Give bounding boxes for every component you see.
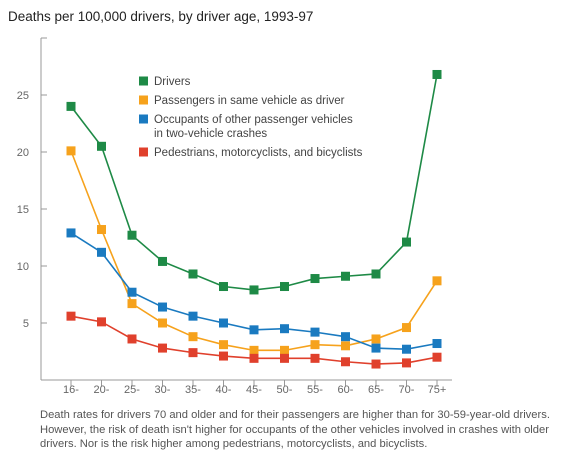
- data-point: [280, 282, 289, 292]
- x-tick-label: 75+: [428, 384, 447, 396]
- data-point: [432, 69, 442, 79]
- legend-item-2: Passengers in same vehicle as driver: [139, 95, 345, 107]
- data-point: [66, 146, 76, 156]
- series-4: [66, 311, 442, 369]
- series-3: [66, 228, 442, 354]
- data-point: [188, 348, 198, 358]
- data-point: [158, 256, 167, 266]
- legend-swatch: [139, 95, 148, 105]
- data-point: [158, 343, 167, 353]
- data-point: [341, 341, 350, 351]
- series-layer: [66, 69, 442, 369]
- data-point: [371, 269, 381, 279]
- data-point: [341, 332, 350, 342]
- data-point: [97, 247, 106, 257]
- data-point: [127, 299, 137, 309]
- data-point: [97, 141, 106, 151]
- legend-swatch: [139, 114, 148, 124]
- data-point: [402, 237, 411, 247]
- series-line: [70, 150, 438, 352]
- data-point: [188, 311, 198, 321]
- data-point: [432, 276, 442, 286]
- x-tick-label: 65-: [368, 384, 384, 396]
- legend-item-3: Occupants of other passenger vehicles in …: [139, 114, 353, 140]
- data-point: [402, 358, 411, 368]
- data-point: [97, 225, 106, 235]
- data-point: [127, 230, 137, 240]
- data-point: [371, 334, 381, 344]
- data-point: [371, 359, 381, 369]
- data-point: [66, 101, 76, 111]
- legend-item-4: Pedestrians, motorcyclists, and bicyclis…: [139, 147, 363, 159]
- legend-swatch: [139, 76, 148, 86]
- legend-label: Drivers: [154, 76, 191, 88]
- data-point: [402, 344, 411, 354]
- legend-label: Passengers in same vehicle as driver: [154, 95, 345, 107]
- data-point: [249, 325, 259, 335]
- legend-label: Pedestrians, motorcyclists, and bicyclis…: [154, 147, 363, 159]
- data-point: [219, 318, 228, 328]
- x-tick-label: 55-: [307, 384, 323, 396]
- data-point: [158, 302, 167, 312]
- data-point: [66, 228, 76, 238]
- data-point: [127, 287, 137, 297]
- legend-label: Occupants of other passenger vehicles: [154, 114, 353, 126]
- data-point: [341, 357, 350, 367]
- data-point: [402, 323, 411, 333]
- x-tick-label: 25-: [124, 384, 140, 396]
- x-tick-label: 20-: [94, 384, 110, 396]
- data-point: [127, 334, 137, 344]
- data-point: [432, 352, 442, 362]
- y-tick-label: 15: [17, 204, 29, 216]
- data-point: [432, 339, 442, 349]
- y-tick-label: 20: [17, 147, 29, 159]
- data-point: [158, 318, 167, 328]
- data-point: [249, 285, 259, 295]
- y-tick-label: 25: [17, 90, 29, 102]
- data-point: [341, 271, 350, 281]
- line-chart: 5 10 15 20 25 16- 20- 25- 30- 35- 40- 45- 50- 55- 60- 6…: [17, 37, 452, 396]
- x-tick-label: 70-: [399, 384, 415, 396]
- series-1: [66, 69, 442, 295]
- data-point: [310, 353, 320, 363]
- data-point: [249, 345, 259, 355]
- data-point: [219, 351, 228, 361]
- data-point: [280, 324, 289, 334]
- data-point: [188, 332, 198, 342]
- series-2: [66, 146, 442, 355]
- x-tick-label: 60-: [338, 384, 354, 396]
- chart-caption: Death rates for drivers 70 and older and…: [40, 409, 550, 451]
- data-point: [219, 282, 228, 292]
- x-tick-label: 35-: [185, 384, 201, 396]
- data-point: [310, 274, 320, 284]
- data-point: [310, 327, 320, 337]
- data-point: [66, 311, 76, 321]
- data-point: [310, 340, 320, 350]
- y-tick-label: 5: [23, 318, 29, 330]
- x-tick-label: 45-: [246, 384, 262, 396]
- axes: 5 10 15 20 25 16- 20- 25- 30- 35- 40- 45- 50- 55- 60- 6…: [17, 37, 452, 396]
- legend-label: in two-vehicle crashes: [154, 128, 267, 140]
- legend-swatch: [139, 147, 148, 157]
- y-tick-label: 10: [17, 261, 29, 273]
- data-point: [371, 343, 381, 353]
- x-tick-label: 50-: [277, 384, 293, 396]
- data-point: [97, 317, 106, 327]
- legend: Drivers Passengers in same vehicle as dri…: [139, 76, 363, 159]
- x-tick-label: 16-: [63, 384, 79, 396]
- data-point: [280, 353, 289, 363]
- data-point: [188, 269, 198, 279]
- legend-item-1: Drivers: [139, 76, 191, 88]
- data-point: [280, 345, 289, 355]
- chart-title: Deaths per 100,000 drivers, by driver ag…: [8, 9, 314, 24]
- x-tick-label: 30-: [155, 384, 171, 396]
- data-point: [219, 340, 228, 350]
- data-point: [249, 353, 259, 363]
- x-tick-label: 40-: [216, 384, 232, 396]
